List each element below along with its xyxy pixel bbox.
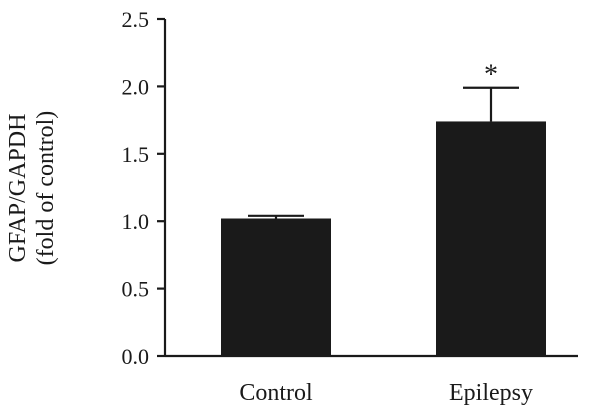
x-category-label: Epilepsy <box>449 380 533 406</box>
x-categories: Control Epilepsy <box>239 380 533 406</box>
y-tick-label: 2.0 <box>122 74 150 99</box>
y-tick-label: 1.5 <box>122 142 150 167</box>
y-axis-title-line1: GFAP/GAPDH <box>5 114 31 263</box>
y-tick-label: 1.0 <box>122 209 150 234</box>
error-bars: * <box>248 60 519 219</box>
significance-marker: * <box>484 60 498 91</box>
bar-epilepsy <box>436 121 546 356</box>
x-category-label: Control <box>239 380 313 406</box>
y-tick-label: 0.0 <box>122 344 150 369</box>
bars <box>221 121 546 356</box>
bar-control <box>221 218 331 356</box>
y-axis-title-line2: (fold of control) <box>33 111 59 266</box>
y-axis-title: GFAP/GAPDH (fold of control) <box>5 111 59 266</box>
y-tick-label: 0.5 <box>122 277 150 302</box>
y-tick-label: 2.5 <box>122 7 150 32</box>
y-ticks: 0.0 0.5 1.0 1.5 2.0 2.5 <box>122 7 165 369</box>
